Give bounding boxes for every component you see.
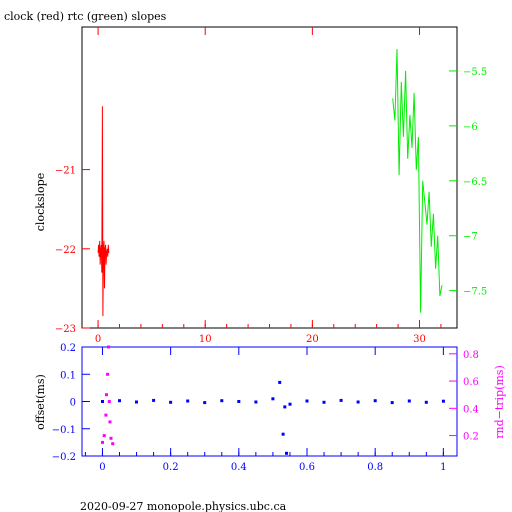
- bottom-point-magenta-8: [109, 436, 113, 440]
- bottom-point-blue-11: [278, 380, 282, 384]
- bottom-y2-axis-label: rnd−trip(ms): [493, 365, 506, 439]
- bottom-point-blue-23: [424, 400, 428, 404]
- bottom-x-tick-label-1: 0.2: [163, 462, 179, 473]
- bottom-plot-frame: [81, 346, 458, 457]
- top-y2-tick-label-4: −7.5: [463, 287, 487, 298]
- bottom-point-blue-21: [390, 401, 394, 405]
- top-y-tick-label-2: −23: [55, 324, 76, 335]
- bottom-point-blue-7: [220, 399, 224, 403]
- bottom-point-magenta-2: [104, 413, 108, 417]
- bottom-y-axis-label: offset(ms): [34, 374, 47, 430]
- bottom-point-blue-4: [169, 400, 173, 404]
- bottom-point-magenta-1: [102, 434, 106, 438]
- footer-caption: 2020-09-27 monopole.physics.ubc.ca: [80, 500, 287, 512]
- bottom-y-tick-label-4: −0.2: [52, 452, 76, 463]
- top-x-tick-label-3: 30: [413, 334, 426, 345]
- bottom-point-magenta-0: [101, 440, 104, 444]
- bottom-point-blue-0: [101, 400, 104, 403]
- bottom-point-blue-13: [283, 405, 287, 409]
- bottom-point-blue-8: [237, 400, 241, 403]
- bottom-point-blue-6: [203, 401, 207, 405]
- bottom-point-blue-17: [322, 400, 326, 404]
- top-y2-tick-label-0: −5.5: [463, 67, 487, 78]
- top-x-tick-label-1: 10: [199, 334, 212, 345]
- bottom-point-blue-18: [339, 398, 343, 402]
- top-y-tick-label-0: −21: [55, 166, 76, 177]
- bottom-x-tick-label-4: 0.8: [367, 462, 383, 473]
- bottom-y-tick-label-3: −0.1: [52, 425, 76, 436]
- top-y2-tick-label-3: −7: [463, 232, 478, 243]
- top-plot-frame: [81, 26, 458, 329]
- bottom-point-magenta-3: [105, 393, 108, 397]
- top-y-tick-label-1: −22: [55, 245, 76, 256]
- bottom-point-blue-24: [441, 399, 445, 403]
- bottom-y-tick-label-1: 0.1: [60, 370, 76, 381]
- bottom-point-blue-15: [288, 402, 292, 406]
- bottom-point-blue-3: [152, 398, 156, 402]
- bottom-point-magenta-4: [106, 372, 110, 376]
- bottom-point-blue-2: [135, 400, 138, 404]
- bottom-point-magenta-9: [111, 442, 115, 446]
- top-series-line-red: [97, 106, 110, 317]
- bottom-point-magenta-5: [107, 345, 111, 349]
- chart-title: clock (red) rtc (green) slopes: [4, 10, 167, 23]
- bottom-point-blue-20: [373, 399, 377, 403]
- bottom-panel: offset(ms) rnd−trip(ms) 0 0.2 0.4 0.6 0.8 1 0.…: [34, 343, 506, 473]
- bottom-point-blue-19: [356, 400, 360, 404]
- bottom-y-tick-label-2: 0: [70, 398, 76, 409]
- top-series-line-green: [392, 48, 443, 313]
- top-axis-ticks: 0 10 20 30 −21 −22 −23 −5.5 −6 −6.5 −7 −7.5: [55, 27, 487, 345]
- bottom-y2-tick-label-2: 0.4: [463, 404, 479, 415]
- bottom-series-group: [101, 345, 445, 455]
- bottom-x-tick-label-5: 1: [440, 462, 446, 473]
- bottom-point-blue-9: [254, 400, 258, 404]
- bottom-x-tick-label-3: 0.6: [299, 462, 315, 473]
- bottom-y2-tick-label-1: 0.6: [463, 377, 479, 388]
- top-x-tick-label-2: 20: [306, 334, 319, 345]
- bottom-point-blue-22: [407, 399, 411, 403]
- top-series-group: [97, 48, 443, 317]
- top-y2-tick-label-2: −6.5: [463, 177, 487, 188]
- bottom-x-tick-label-2: 0.4: [231, 462, 247, 473]
- bottom-y-tick-label-0: 0.2: [60, 343, 76, 354]
- bottom-point-blue-12: [281, 432, 285, 436]
- top-x-tick-label-0: 0: [95, 334, 101, 345]
- bottom-y2-tick-label-3: 0.2: [463, 432, 479, 443]
- bottom-point-blue-1: [118, 399, 121, 403]
- top-y-axis-label: clockslope: [34, 173, 47, 231]
- bottom-point-magenta-6: [107, 400, 111, 403]
- bottom-point-blue-16: [305, 399, 309, 403]
- bottom-y2-tick-label-0: 0.8: [463, 350, 479, 361]
- bottom-point-blue-10: [271, 397, 275, 401]
- bottom-axis-ticks: 0 0.2 0.4 0.6 0.8 1 0.2 0.1 0 −0.1 −0.2 0.8 0.6 0.4 0.…: [52, 343, 479, 473]
- top-panel: clockslope 0 10 20 30 −21 −22 −23 −5.5 −6 −6.5 −7 −…: [34, 26, 487, 345]
- top-y2-tick-label-1: −6: [463, 122, 478, 133]
- bottom-point-blue-14: [285, 451, 288, 455]
- bottom-point-blue-5: [186, 399, 190, 403]
- bottom-x-tick-label-0: 0: [99, 462, 105, 473]
- bottom-point-magenta-7: [108, 420, 112, 424]
